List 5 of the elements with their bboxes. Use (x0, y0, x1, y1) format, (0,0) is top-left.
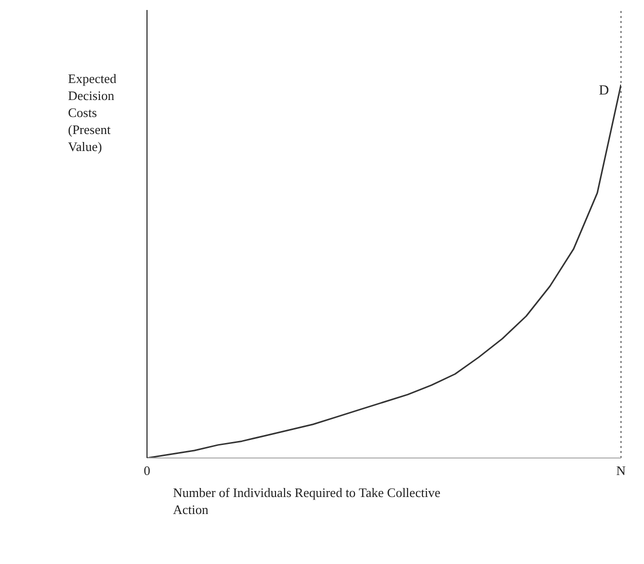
y-axis-title: Expected Decision Costs (Present Value) (68, 71, 117, 154)
x-tick-label: 0 (144, 463, 150, 478)
series-label: D (598, 84, 609, 99)
x-axis-title: Number of Individuals Required to Take Collective Action (173, 484, 442, 518)
x-tick-label: N (616, 463, 626, 478)
